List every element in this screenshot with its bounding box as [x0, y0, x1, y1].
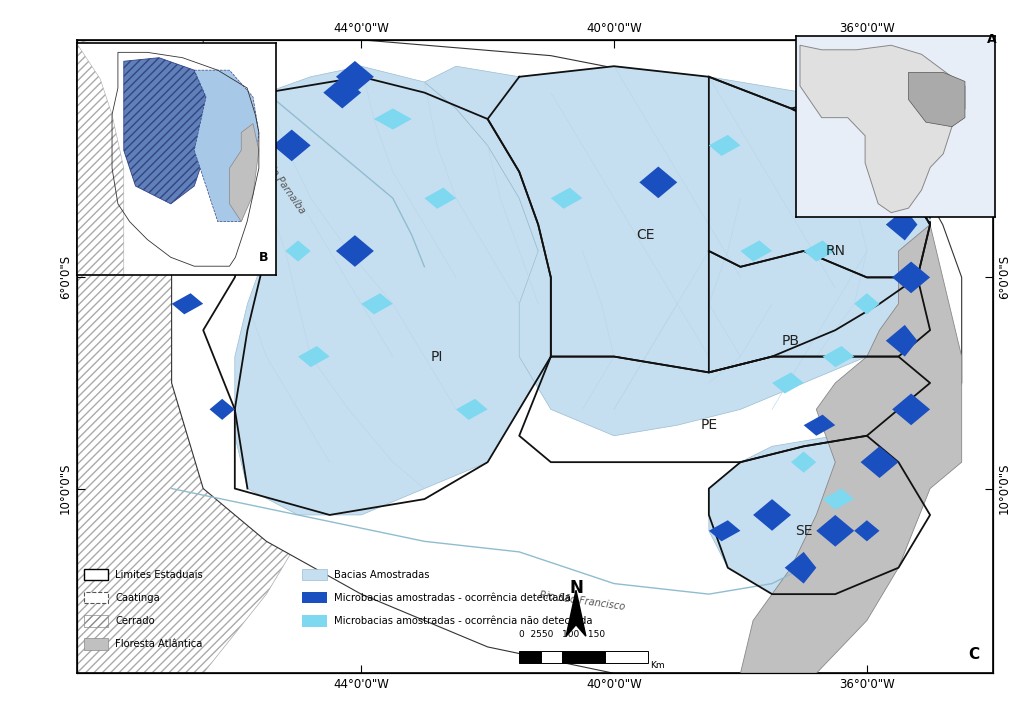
Text: Bacias Amostradas: Bacias Amostradas — [334, 570, 429, 580]
Text: Microbacias amostradas - ocorrência detectada: Microbacias amostradas - ocorrência dete… — [334, 593, 570, 603]
Text: Limites Estaduais: Limites Estaduais — [115, 570, 203, 580]
Text: CE: CE — [636, 228, 655, 242]
Bar — [562, 652, 605, 663]
Text: Rio Parnaíba: Rio Parnaíba — [263, 160, 307, 216]
Text: N: N — [569, 579, 583, 597]
Text: Rio São Francisco: Rio São Francisco — [539, 590, 626, 612]
Polygon shape — [361, 293, 393, 314]
Polygon shape — [822, 489, 854, 510]
Text: Caatinga: Caatinga — [115, 593, 160, 603]
Polygon shape — [791, 452, 816, 473]
Text: Floresta Atlântica: Floresta Atlântica — [115, 639, 203, 649]
Polygon shape — [908, 72, 965, 127]
Polygon shape — [804, 415, 836, 436]
Polygon shape — [822, 346, 854, 367]
Polygon shape — [860, 446, 898, 478]
Text: SE: SE — [795, 523, 812, 538]
Text: B: B — [259, 251, 268, 264]
Polygon shape — [424, 188, 456, 209]
Text: PB: PB — [782, 334, 800, 348]
Polygon shape — [195, 70, 259, 222]
Polygon shape — [800, 45, 965, 213]
Polygon shape — [816, 515, 854, 547]
Polygon shape — [374, 109, 412, 130]
Polygon shape — [324, 77, 361, 109]
Text: RN: RN — [825, 244, 845, 258]
Polygon shape — [424, 66, 930, 436]
Polygon shape — [229, 124, 259, 222]
Polygon shape — [854, 521, 880, 542]
Bar — [302, 615, 327, 626]
Polygon shape — [709, 521, 740, 542]
Polygon shape — [456, 399, 487, 420]
Text: C: C — [969, 647, 980, 662]
Polygon shape — [892, 394, 930, 425]
Polygon shape — [234, 66, 551, 515]
Polygon shape — [272, 130, 310, 161]
Bar — [605, 652, 648, 663]
Bar — [84, 569, 109, 581]
Bar — [84, 592, 109, 603]
Text: Microbacias amostradas - ocorrência não detectada: Microbacias amostradas - ocorrência não … — [334, 616, 592, 626]
Text: PE: PE — [700, 418, 718, 432]
Text: Cerrado: Cerrado — [115, 616, 155, 626]
Polygon shape — [286, 240, 310, 261]
Polygon shape — [709, 135, 740, 156]
Polygon shape — [740, 224, 962, 673]
Polygon shape — [124, 58, 206, 204]
Polygon shape — [172, 293, 203, 314]
Text: Km: Km — [649, 661, 665, 670]
Text: A: A — [987, 33, 996, 46]
Text: 0  2550   100   150: 0 2550 100 150 — [519, 631, 605, 639]
Polygon shape — [77, 43, 124, 275]
Bar — [84, 615, 109, 626]
Polygon shape — [172, 40, 962, 673]
Polygon shape — [772, 372, 804, 394]
Text: PI: PI — [431, 350, 443, 363]
Bar — [302, 592, 327, 603]
Bar — [302, 569, 327, 581]
Polygon shape — [804, 240, 836, 261]
Bar — [541, 652, 562, 663]
Polygon shape — [709, 436, 898, 594]
Bar — [519, 652, 541, 663]
Polygon shape — [566, 590, 586, 636]
Polygon shape — [740, 240, 772, 261]
Polygon shape — [753, 499, 791, 531]
Polygon shape — [886, 325, 918, 356]
Text: MA: MA — [173, 218, 195, 232]
Polygon shape — [886, 209, 918, 240]
Polygon shape — [639, 167, 677, 198]
Polygon shape — [854, 293, 880, 314]
Polygon shape — [551, 188, 583, 209]
Polygon shape — [298, 346, 330, 367]
Polygon shape — [210, 399, 234, 420]
Bar — [84, 639, 109, 649]
Polygon shape — [336, 61, 374, 93]
Polygon shape — [892, 261, 930, 293]
Polygon shape — [77, 40, 330, 673]
Polygon shape — [336, 235, 374, 267]
Polygon shape — [784, 552, 816, 584]
